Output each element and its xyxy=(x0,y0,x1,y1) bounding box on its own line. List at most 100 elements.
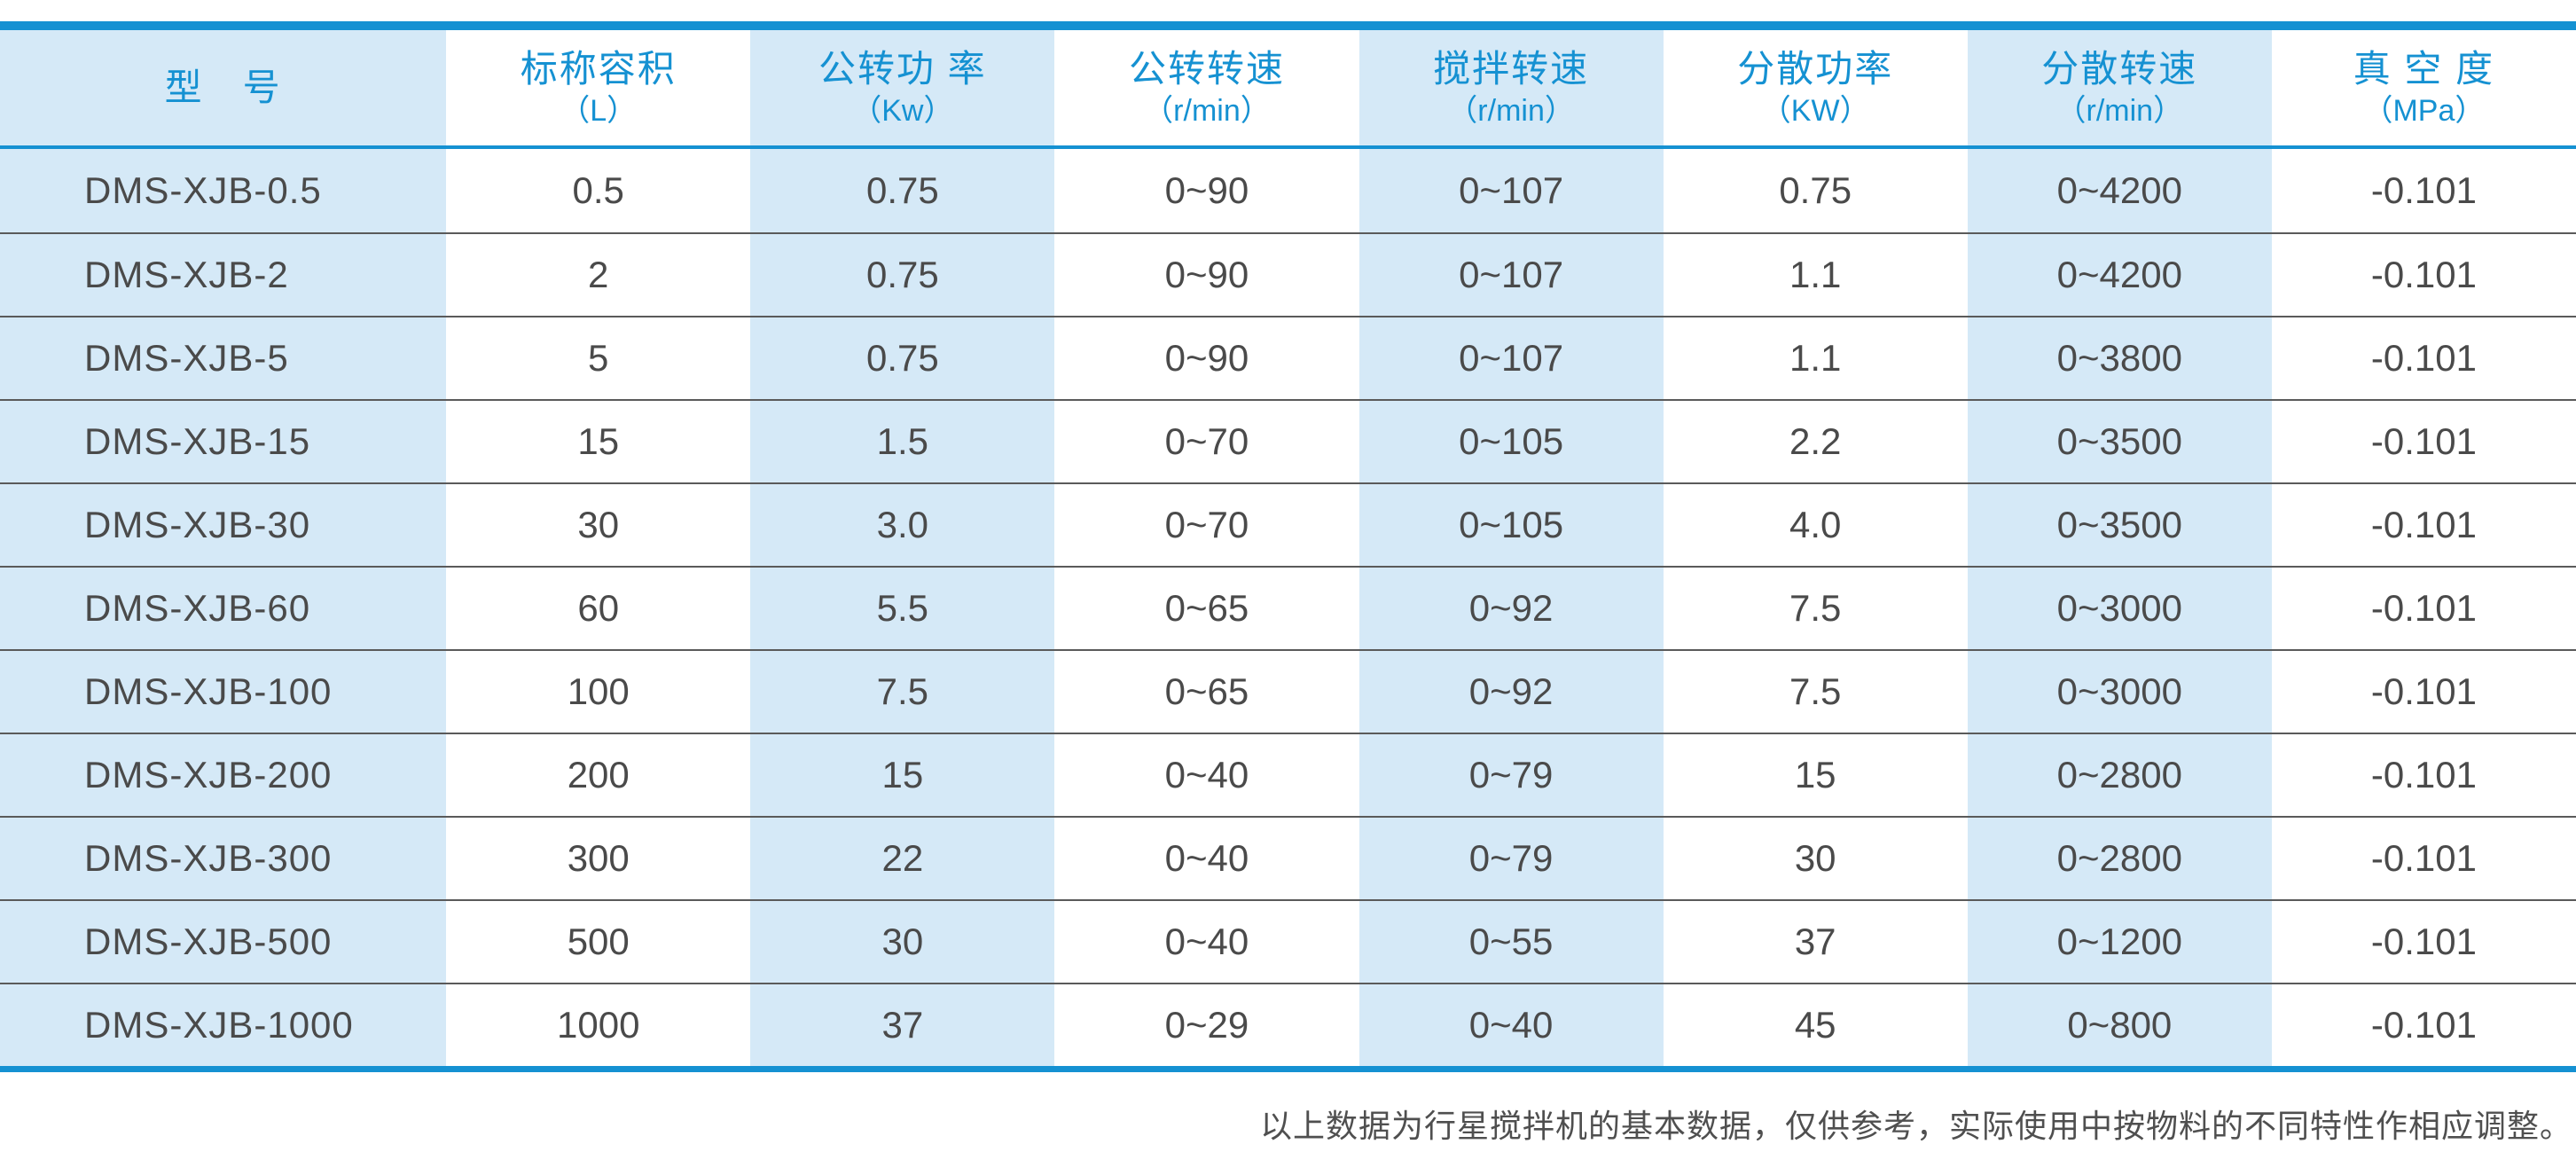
value-cell: -0.101 xyxy=(2271,984,2576,1066)
value-cell: 0~55 xyxy=(1358,901,1664,983)
header-unit: （r/min） xyxy=(1143,93,1271,128)
header-unit: （L） xyxy=(560,93,638,128)
value-cell: 0~4200 xyxy=(1967,234,2272,316)
value-cell: 0~70 xyxy=(1054,401,1359,482)
value-cell: 0~29 xyxy=(1054,984,1359,1066)
value-cell: 0~92 xyxy=(1358,568,1664,649)
model-cell: DMS-XJB-300 xyxy=(0,818,447,899)
value-cell: -0.101 xyxy=(2271,234,2576,316)
value-cell: 0~2800 xyxy=(1967,734,2272,816)
header-cell: 公转转速 （r/min） xyxy=(1054,30,1359,145)
header-cell: 分散转速 （r/min） xyxy=(1967,30,2272,145)
header-cell: 标称容积 （L） xyxy=(446,30,751,145)
value-cell: 1.5 xyxy=(750,401,1055,482)
header-cell: 搅拌转速 （r/min） xyxy=(1358,30,1664,145)
header-unit: （r/min） xyxy=(1447,93,1575,128)
value-cell: 0~105 xyxy=(1358,484,1664,566)
value-cell: 0~1200 xyxy=(1967,901,2272,983)
value-cell: 37 xyxy=(1663,901,1968,983)
value-cell: 500 xyxy=(446,901,751,983)
model-cell: DMS-XJB-5 xyxy=(0,317,447,399)
table-row: DMS-XJB-300 300 22 0~40 0~79 30 0~2800 -0.101 xyxy=(0,816,2576,899)
value-cell: 0~107 xyxy=(1358,317,1664,399)
value-cell: 0~3500 xyxy=(1967,401,2272,482)
header-title: 分散转速 xyxy=(2041,48,2198,90)
value-cell: 30 xyxy=(750,901,1055,983)
value-cell: 0~79 xyxy=(1358,818,1664,899)
value-cell: -0.101 xyxy=(2271,734,2576,816)
value-cell: 0~90 xyxy=(1054,317,1359,399)
value-cell: 3.0 xyxy=(750,484,1055,566)
header-cell: 真 空 度（MPa） xyxy=(2271,30,2576,145)
value-cell: 1000 xyxy=(446,984,751,1066)
value-cell: 0~3000 xyxy=(1967,651,2272,733)
value-cell: 5 xyxy=(446,317,751,399)
value-cell: -0.101 xyxy=(2271,568,2576,649)
value-cell: 0~4200 xyxy=(1967,149,2272,232)
value-cell: 5.5 xyxy=(750,568,1055,649)
value-cell: 0~3800 xyxy=(1967,317,2272,399)
table-row: DMS-XJB-1000 1000 37 0~29 0~40 45 0~800 -0.101 xyxy=(0,983,2576,1066)
table-row: DMS-XJB-60 60 5.5 0~65 0~92 7.5 0~3000 -0.101 xyxy=(0,566,2576,649)
table-row: DMS-XJB-30 30 3.0 0~70 0~105 4.0 0~3500 -0.101 xyxy=(0,482,2576,566)
value-cell: -0.101 xyxy=(2271,401,2576,482)
value-cell: 0~40 xyxy=(1054,734,1359,816)
value-cell: 1.1 xyxy=(1663,317,1968,399)
value-cell: 0~40 xyxy=(1054,818,1359,899)
header-title: 标称容积 xyxy=(520,48,677,90)
value-cell: -0.101 xyxy=(2271,651,2576,733)
model-cell: DMS-XJB-30 xyxy=(0,484,447,566)
value-cell: 15 xyxy=(750,734,1055,816)
table-row: DMS-XJB-0.5 0.5 0.75 0~90 0~107 0.75 0~4200 -0.… xyxy=(0,149,2576,232)
value-cell: 4.0 xyxy=(1663,484,1968,566)
model-cell: DMS-XJB-60 xyxy=(0,568,447,649)
table-header-row: 型 号标称容积 （L） 公转功 率（Kw） 公转转速 （r/min） 搅拌转速 （r/min… xyxy=(0,30,2576,149)
value-cell: 0.5 xyxy=(446,149,751,232)
model-cell: DMS-XJB-500 xyxy=(0,901,447,983)
value-cell: 0~105 xyxy=(1358,401,1664,482)
model-cell: DMS-XJB-200 xyxy=(0,734,447,816)
table-row: DMS-XJB-2 2 0.75 0~90 0~107 1.1 0~4200 -0.101 xyxy=(0,232,2576,316)
table-row: DMS-XJB-15 15 1.5 0~70 0~105 2.2 0~3500 -0.101 xyxy=(0,399,2576,482)
value-cell: 7.5 xyxy=(1663,651,1968,733)
table-row: DMS-XJB-5 5 0.75 0~90 0~107 1.1 0~3800 -0.101 xyxy=(0,316,2576,399)
header-unit: （Kw） xyxy=(851,93,954,128)
value-cell: 0~2800 xyxy=(1967,818,2272,899)
value-cell: 60 xyxy=(446,568,751,649)
value-cell: 0~40 xyxy=(1054,901,1359,983)
value-cell: -0.101 xyxy=(2271,901,2576,983)
spec-table: 型 号标称容积 （L） 公转功 率（Kw） 公转转速 （r/min） 搅拌转速 （r/min… xyxy=(0,21,2576,1072)
header-title: 公转功 率 xyxy=(818,48,987,90)
header-unit: （r/min） xyxy=(2055,93,2184,128)
table-body: DMS-XJB-0.5 0.5 0.75 0~90 0~107 0.75 0~4200 -0.… xyxy=(0,149,2576,1066)
value-cell: 0~3000 xyxy=(1967,568,2272,649)
model-cell: DMS-XJB-2 xyxy=(0,234,447,316)
table-row: DMS-XJB-100 100 7.5 0~65 0~92 7.5 0~3000 -0.101 xyxy=(0,649,2576,733)
value-cell: -0.101 xyxy=(2271,149,2576,232)
value-cell: 0~90 xyxy=(1054,149,1359,232)
value-cell: 7.5 xyxy=(750,651,1055,733)
header-title: 公转转速 xyxy=(1128,48,1285,90)
model-cell: DMS-XJB-100 xyxy=(0,651,447,733)
value-cell: 22 xyxy=(750,818,1055,899)
value-cell: -0.101 xyxy=(2271,484,2576,566)
value-cell: 45 xyxy=(1663,984,1968,1066)
value-cell: 37 xyxy=(750,984,1055,1066)
header-cell: 分散功率 （KW） xyxy=(1663,30,1968,145)
value-cell: 200 xyxy=(446,734,751,816)
header-cell: 型 号 xyxy=(0,30,447,145)
value-cell: 0~107 xyxy=(1358,149,1664,232)
model-cell: DMS-XJB-0.5 xyxy=(0,149,447,232)
footnote: 以上数据为行星搅拌机的基本数据，仅供参考，实际使用中按物料的不同特性作相应调整。 xyxy=(1259,1109,2572,1145)
header-title: 真 空 度 xyxy=(2353,48,2495,90)
value-cell: 0.75 xyxy=(750,317,1055,399)
value-cell: 0~65 xyxy=(1054,568,1359,649)
header-unit: （KW） xyxy=(1760,93,1870,128)
value-cell: 30 xyxy=(446,484,751,566)
value-cell: 0~65 xyxy=(1054,651,1359,733)
model-cell: DMS-XJB-1000 xyxy=(0,984,447,1066)
value-cell: 0~800 xyxy=(1967,984,2272,1066)
header-title: 搅拌转速 xyxy=(1433,48,1590,90)
table-row: DMS-XJB-200 200 15 0~40 0~79 15 0~2800 -0.101 xyxy=(0,733,2576,816)
header-unit: （MPa） xyxy=(2362,93,2486,128)
